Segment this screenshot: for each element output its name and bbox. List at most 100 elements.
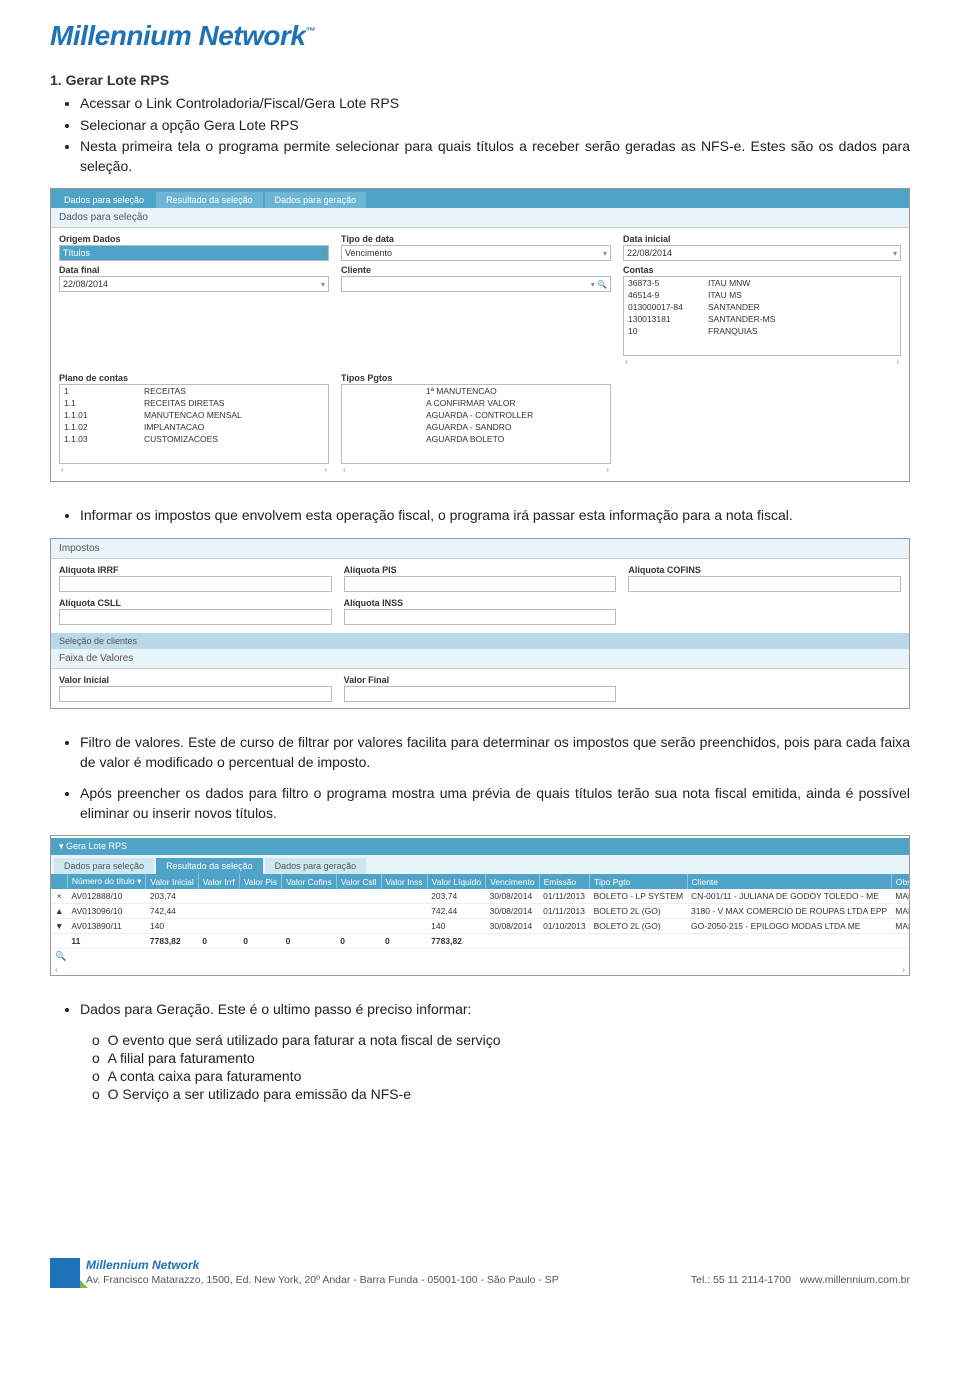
tab-resultado[interactable]: Resultado da seleção <box>156 192 263 208</box>
col-vcsll[interactable]: Valor Csll <box>336 874 381 889</box>
col-vpis[interactable]: Valor Pis <box>239 874 281 889</box>
table-cell: CN-001/11 - JULIANA DE GODOY TOLEDO - ME <box>687 889 891 904</box>
valor-final-input[interactable] <box>344 686 617 702</box>
section-title: 1. Gerar Lote RPS <box>50 72 910 88</box>
table-row[interactable]: ▼AV013890/1114014030/08/201401/10/2013BO… <box>51 919 909 934</box>
col-vcofins[interactable]: Valor Cofins <box>282 874 337 889</box>
table-cell <box>336 919 381 934</box>
brand-logo: Millennium Network™ <box>50 20 910 52</box>
table-cell <box>381 889 427 904</box>
table-cell <box>282 904 337 919</box>
label-valor-final: Valor Final <box>344 675 617 685</box>
label-data-final: Data final <box>59 265 329 275</box>
table-cell: 742,44 <box>427 904 485 919</box>
col-cliente[interactable]: Cliente <box>687 874 891 889</box>
page-footer: Millennium Network Av. Francisco Mataraz… <box>50 1258 910 1288</box>
col-numero[interactable]: Número do título ▾ <box>67 874 145 889</box>
table-row[interactable]: ▲AV013096/10742,44742,4430/08/201401/11/… <box>51 904 909 919</box>
sum-cell <box>687 934 891 949</box>
col-venc[interactable]: Vencimento <box>486 874 539 889</box>
panel-header: Impostos <box>51 539 909 559</box>
col-vinss[interactable]: Valor Inss <box>381 874 427 889</box>
table-row[interactable]: ×AV012888/10203,74203,7430/08/201401/11/… <box>51 889 909 904</box>
label-data-inicial: Data inicial <box>623 234 901 244</box>
chevron-down-icon: ▾ <box>893 249 897 258</box>
sum-cell <box>539 934 590 949</box>
table-cell: MANUTEN <box>891 904 909 919</box>
screenshot-result-table: ▾ Gera Lote RPS Dados para seleção Resul… <box>50 835 910 976</box>
bullet-item: Filtro de valores. Este de curso de filt… <box>80 733 910 772</box>
bullet-item: Informar os impostos que envolvem esta o… <box>80 506 910 526</box>
bullet-item: Após preencher os dados para filtro o pr… <box>80 784 910 823</box>
label-plano-contas: Plano de contas <box>59 373 329 383</box>
bullet-item: Nesta primeira tela o programa permite s… <box>80 137 910 176</box>
tab-dados-selecao[interactable]: Dados para seleção <box>54 192 154 208</box>
label-csll: Alíquota CSLL <box>59 598 332 608</box>
table-cell: 01/11/2013 <box>539 889 590 904</box>
table-cell: GO-2050-215 - EPILOGO MODAS LTDA ME <box>687 919 891 934</box>
data-final-input[interactable]: 22/08/2014▾ <box>59 276 329 292</box>
sum-cell: 11 <box>67 934 145 949</box>
sum-cell <box>590 934 687 949</box>
tipo-data-select[interactable]: Vencimento▾ <box>341 245 611 261</box>
label-cofins: Alíquota COFINS <box>628 565 901 575</box>
panel-faixa: Faixa de Valores <box>51 649 909 669</box>
row-action-icon[interactable]: × <box>51 889 67 904</box>
tab-resultado[interactable]: Resultado da seleção <box>156 858 263 874</box>
inss-input[interactable] <box>344 609 617 625</box>
search-icon: ▾ 🔍 <box>591 280 607 289</box>
cofins-input[interactable] <box>628 576 901 592</box>
label-tipo-data: Tipo de data <box>341 234 611 244</box>
table-cell <box>282 919 337 934</box>
label-valor-inicial: Valor Inicial <box>59 675 332 685</box>
table-cell: 742,44 <box>146 904 198 919</box>
csll-input[interactable] <box>59 609 332 625</box>
sum-cell: 0 <box>336 934 381 949</box>
section-selecao-clientes[interactable]: Seleção de clientes <box>51 633 909 649</box>
footer-site: www.millennium.com.br <box>800 1274 910 1286</box>
contas-listbox[interactable]: 36873-5ITAU MNW 46514-9ITAU MS 013000017… <box>623 276 901 356</box>
sub-bullet: o O Serviço a ser utilizado para emissão… <box>92 1086 910 1102</box>
screenshot-selection-form: Dados para seleção Resultado da seleção … <box>50 188 910 482</box>
table-cell: MANUTEN <box>891 889 909 904</box>
table-cell: AV013890/11 <box>67 919 145 934</box>
cliente-input[interactable]: ▾ 🔍 <box>341 276 611 292</box>
valor-inicial-input[interactable] <box>59 686 332 702</box>
screenshot-impostos-form: Impostos Alíquota IRRF Alíquota PIS Alíq… <box>50 538 910 709</box>
col-virrf[interactable]: Valor Irrf <box>198 874 239 889</box>
plano-listbox[interactable]: 1RECEITAS 1.1RECEITAS DIRETAS 1.1.01MANU… <box>59 384 329 464</box>
table-cell: AV012888/10 <box>67 889 145 904</box>
col-obs[interactable]: Observ... <box>891 874 909 889</box>
row-action-icon[interactable]: ▲ <box>51 904 67 919</box>
origem-select[interactable]: Títulos▾ <box>59 245 329 261</box>
col-emissao[interactable]: Emissão <box>539 874 590 889</box>
sum-cell: 0 <box>381 934 427 949</box>
table-cell <box>336 904 381 919</box>
table-cell: 3180 - V MAX COMERCIO DE ROUPAS LTDA EPP <box>687 904 891 919</box>
col-vinicial[interactable]: Valor Inicial <box>146 874 198 889</box>
sum-cell: 0 <box>239 934 281 949</box>
table-cell <box>282 889 337 904</box>
col-tipopgto[interactable]: Tipo Pgto <box>590 874 687 889</box>
table-cell: 30/08/2014 <box>486 904 539 919</box>
col-action <box>51 874 67 889</box>
table-cell: AV013096/10 <box>67 904 145 919</box>
row-action-icon[interactable]: ▼ <box>51 919 67 934</box>
sum-cell <box>891 934 909 949</box>
tipos-listbox[interactable]: 1ª MANUTENCAO A CONFIRMAR VALOR AGUARDA … <box>341 384 611 464</box>
tab-dados-geracao[interactable]: Dados para geração <box>265 192 367 208</box>
pis-input[interactable] <box>344 576 617 592</box>
col-vliquido[interactable]: Valor Líquido <box>427 874 485 889</box>
sub-bullet: o O evento que será utilizado para fatur… <box>92 1032 910 1048</box>
irrf-input[interactable] <box>59 576 332 592</box>
data-inicial-input[interactable]: 22/08/2014▾ <box>623 245 901 261</box>
sum-cell: 0 <box>198 934 239 949</box>
table-cell: 203,74 <box>427 889 485 904</box>
label-cliente: Cliente <box>341 265 611 275</box>
tab-dados-geracao[interactable]: Dados para geração <box>265 858 367 874</box>
bullet-item: Selecionar a opção Gera Lote RPS <box>80 116 910 136</box>
footer-logo-icon <box>50 1258 80 1288</box>
table-cell <box>381 904 427 919</box>
table-cell: 140 <box>146 919 198 934</box>
tab-dados-selecao[interactable]: Dados para seleção <box>54 858 154 874</box>
